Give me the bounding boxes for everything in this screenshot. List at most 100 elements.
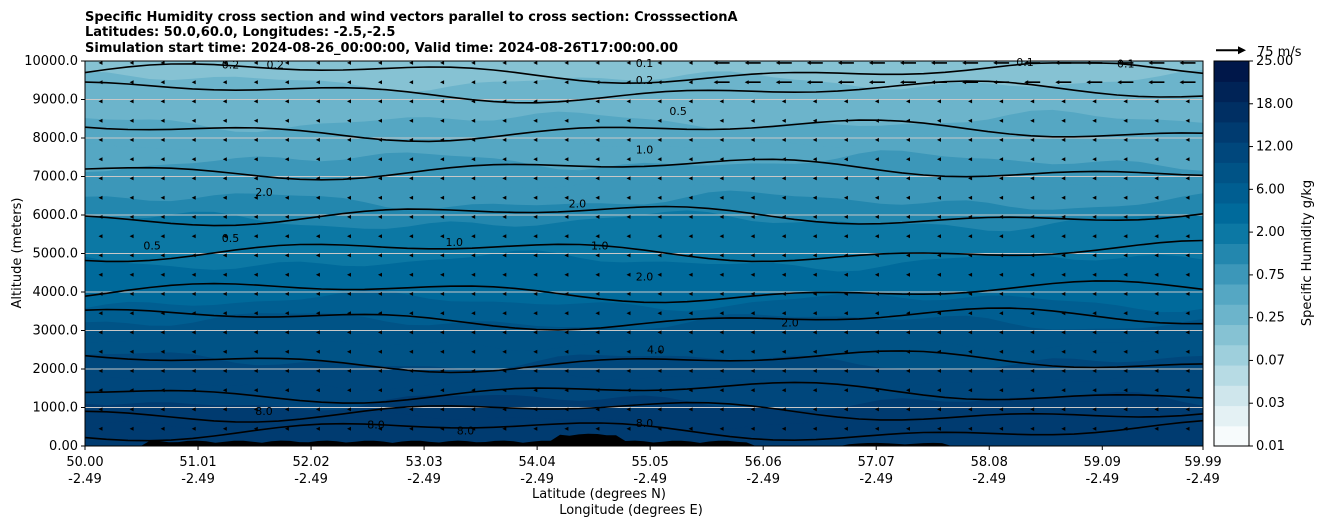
wind-arrow	[533, 195, 538, 200]
colorbar-segment	[1214, 121, 1249, 143]
contour-label: 8.0	[636, 417, 654, 430]
wind-arrow	[1061, 195, 1066, 200]
wind-arrow	[999, 253, 1004, 258]
wind-arrow	[937, 214, 941, 219]
wind-arrow	[471, 311, 476, 316]
wind-arrow	[160, 195, 165, 200]
wind-arrow	[595, 407, 600, 412]
wind-arrow	[1092, 407, 1097, 412]
wind-arrow	[409, 118, 414, 123]
wind-arrow	[347, 80, 351, 85]
x-tick-lat: 53.03	[405, 455, 442, 470]
colorbar-segment	[1214, 344, 1249, 366]
wind-arrow	[843, 388, 848, 393]
wind-arrow	[378, 272, 382, 277]
wind-arrow	[968, 176, 973, 181]
wind-arrow	[806, 80, 823, 85]
wind-arrow	[906, 330, 910, 335]
wind-arrow	[595, 60, 600, 65]
wind-arrow	[1154, 99, 1159, 104]
wind-arrow	[719, 330, 724, 335]
wind-arrow	[874, 99, 879, 104]
wind-arrow	[533, 157, 538, 162]
contour-label: 0.2	[267, 59, 285, 72]
wind-arrow	[906, 368, 910, 373]
contour-label: 4.0	[647, 344, 665, 357]
wind-arrow	[160, 80, 165, 85]
wind-arrow	[533, 234, 538, 239]
wind-arrow	[999, 349, 1004, 354]
wind-arrow	[253, 349, 258, 354]
wind-arrow	[1185, 99, 1190, 104]
wind-arrow	[1154, 311, 1159, 316]
wind-arrow	[688, 80, 693, 85]
wind-arrow	[968, 272, 973, 277]
wind-arrow	[843, 272, 848, 277]
wind-arrow	[284, 195, 289, 200]
wind-arrow	[160, 407, 165, 412]
wind-arrow	[626, 368, 631, 373]
wind-arrow	[906, 118, 910, 123]
wind-arrow	[222, 195, 227, 200]
wind-arrow	[781, 272, 786, 277]
wind-arrow	[719, 99, 724, 104]
wind-arrow	[191, 176, 196, 181]
contour-line	[84, 119, 1204, 143]
wind-arrow	[440, 195, 445, 200]
wind-arrow	[626, 80, 631, 85]
wind-arrow	[1061, 176, 1066, 181]
wind-arrow	[719, 349, 724, 354]
contour-line	[84, 80, 1204, 104]
wind-arrow	[906, 253, 910, 258]
wind-arrow	[1030, 388, 1035, 393]
wind-arrow	[1092, 311, 1097, 316]
wind-arrow	[222, 253, 227, 258]
wind-arrow	[1092, 195, 1097, 200]
wind-arrow	[471, 272, 476, 277]
wind-arrow	[688, 311, 693, 316]
wind-arrow	[347, 195, 351, 200]
wind-arrow	[812, 99, 817, 104]
wind-arrow	[688, 349, 693, 354]
wind-arrow	[688, 388, 693, 393]
wind-arrow	[160, 426, 165, 431]
wind-arrow	[1123, 291, 1128, 296]
wind-arrow	[253, 157, 258, 162]
contour-label: 0.5	[669, 105, 687, 118]
wind-arrow	[906, 214, 910, 219]
wind-arrow	[564, 157, 569, 162]
wind-arrow	[874, 118, 879, 123]
wind-arrow	[378, 253, 382, 258]
wind-arrow	[253, 388, 258, 393]
wind-arrow	[750, 407, 755, 412]
wind-arrow	[595, 80, 600, 85]
wind-arrow	[843, 407, 848, 412]
wind-arrow	[347, 60, 351, 65]
wind-arrow	[906, 311, 910, 316]
colorbar-label: Specific Humidity g/kg	[1300, 180, 1315, 326]
wind-arrow	[253, 426, 258, 431]
wind-arrow	[595, 388, 600, 393]
wind-arrow	[1179, 60, 1196, 65]
wind-arrow	[1092, 234, 1097, 239]
wind-arrow	[129, 99, 134, 104]
wind-arrow	[98, 234, 103, 239]
wind-arrow	[595, 291, 600, 296]
wind-arrow	[1030, 234, 1035, 239]
wind-arrow	[564, 118, 569, 123]
wind-arrow	[129, 60, 134, 65]
wind-arrow	[595, 311, 600, 316]
terrain	[85, 433, 1203, 446]
wind-arrow	[719, 118, 724, 123]
wind-arrow	[378, 311, 382, 316]
x-tick-lat: 55.05	[632, 455, 669, 470]
wind-arrow	[347, 99, 351, 104]
wind-arrow	[868, 60, 885, 65]
wind-arrow	[1185, 330, 1190, 335]
wind-arrow	[502, 426, 507, 431]
wind-arrow	[253, 195, 258, 200]
wind-arrow	[906, 388, 910, 393]
wind-arrow	[222, 388, 227, 393]
wind-arrow	[347, 407, 351, 412]
wind-arrow	[874, 349, 879, 354]
